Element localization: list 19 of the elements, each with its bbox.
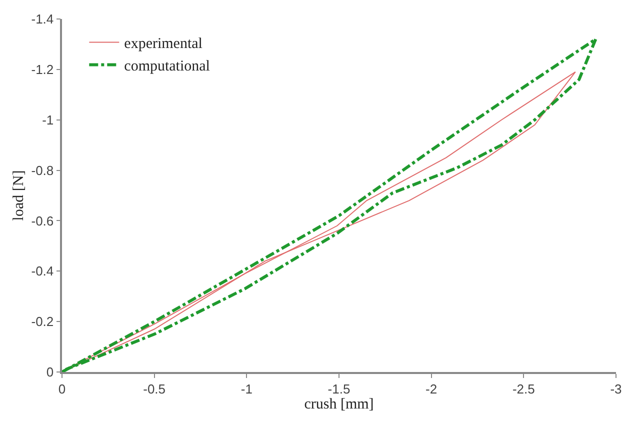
y-tick-label: -0.8 (31, 162, 54, 178)
y-tick-label: -0.6 (31, 213, 54, 228)
y-tick-label: -0.4 (31, 264, 54, 279)
x-tick-label: -0.5 (143, 381, 166, 396)
x-tick-label: -2.5 (512, 381, 535, 396)
y-tick-label: -1 (42, 112, 54, 128)
y-tick-label: -0.2 (31, 314, 54, 330)
x-tick-label: -1 (240, 381, 252, 396)
y-tick-label: -1.2 (31, 62, 54, 77)
y-axis-title: load [N] (10, 170, 27, 221)
x-axis-title: crush [mm] (304, 396, 374, 412)
x-tick-label: -2 (426, 381, 438, 396)
x-tick-label: -1.5 (328, 381, 350, 396)
x-tick-label: -3 (610, 381, 622, 396)
legend-label: computational (124, 58, 210, 75)
y-tick-label: 0 (46, 364, 54, 380)
x-tick-label: 0 (58, 381, 66, 396)
y-tick-label: -1.4 (31, 12, 54, 27)
legend-label: experimental (124, 36, 202, 52)
